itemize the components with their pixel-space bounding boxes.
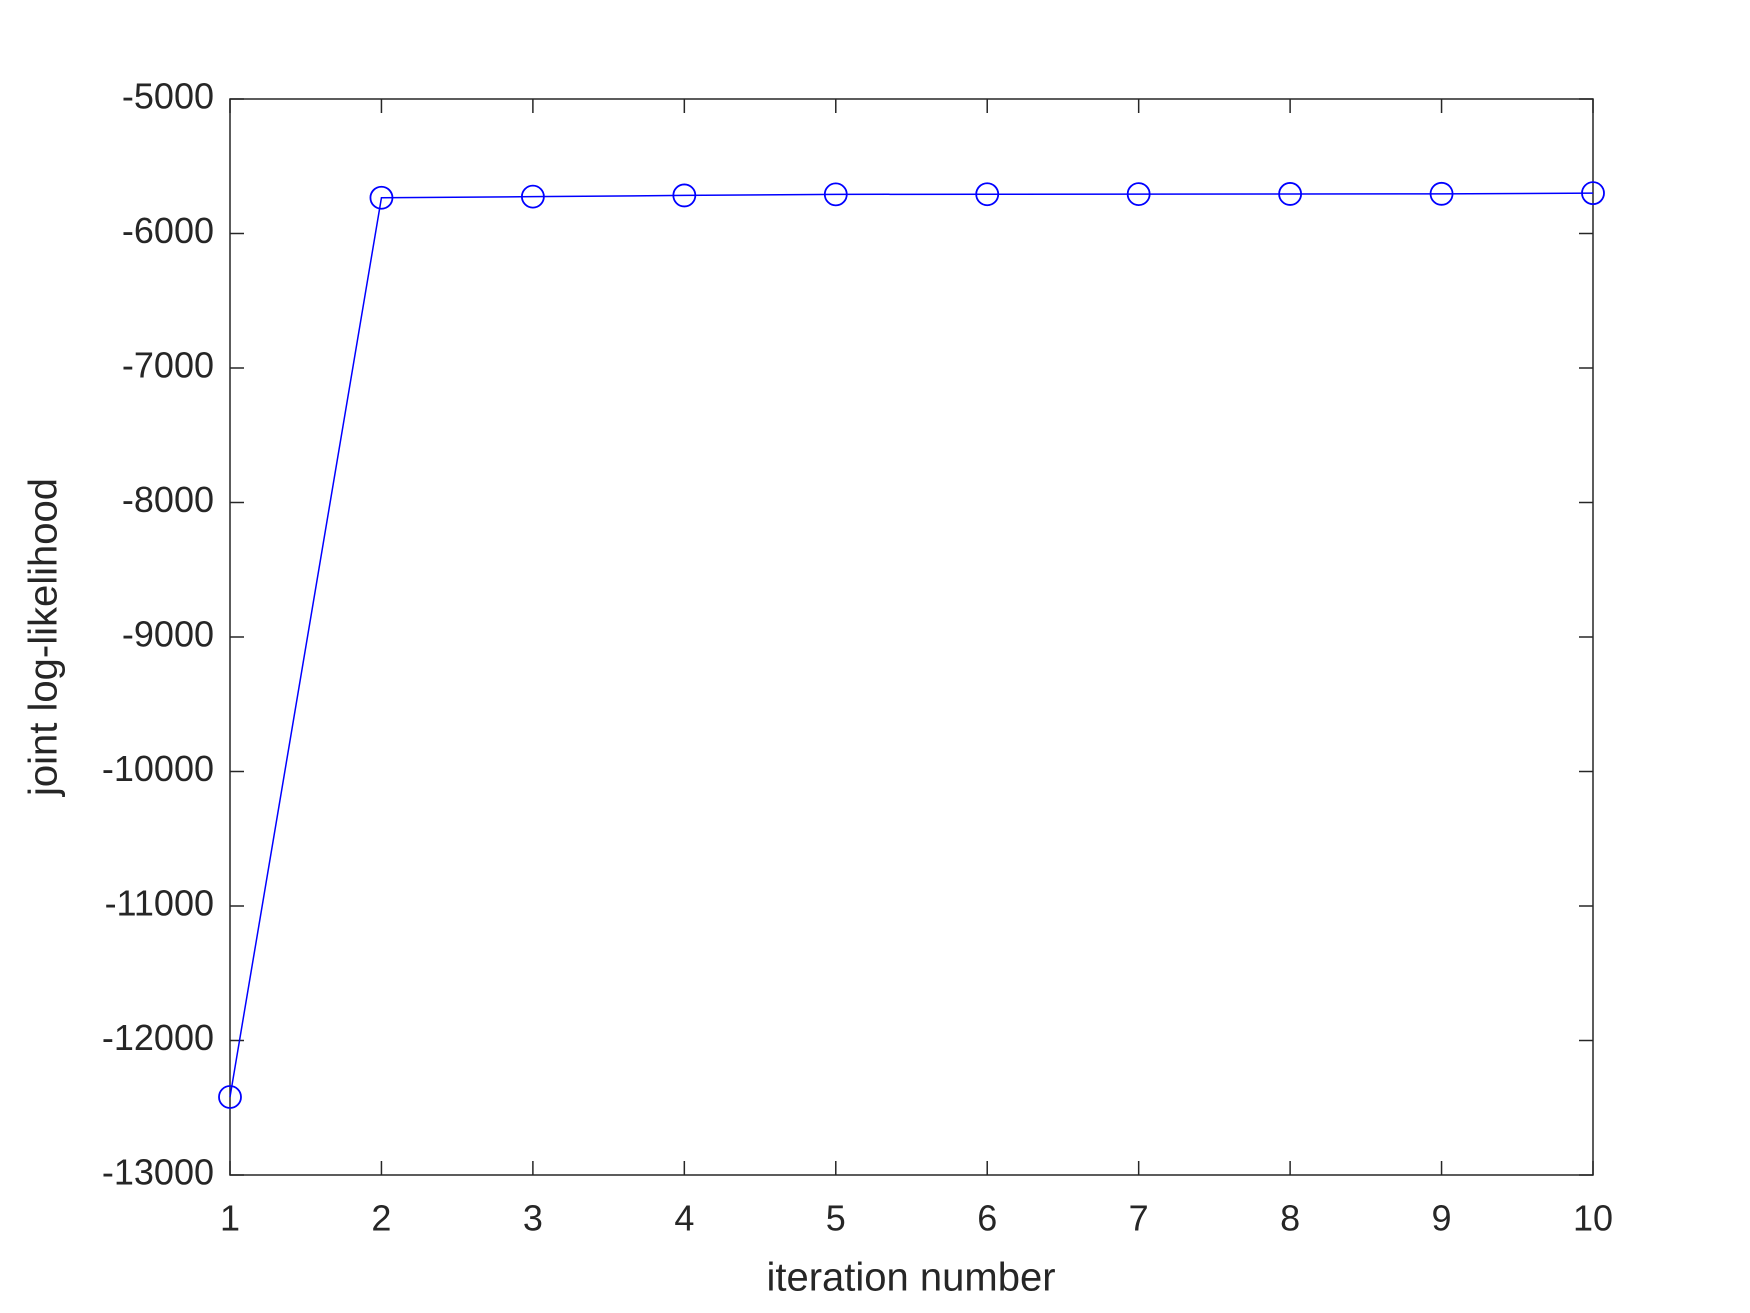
x-tick-label: 2 [371, 1198, 391, 1239]
plot-area [229, 98, 1594, 1176]
y-tick-label: -9000 [122, 614, 214, 655]
line [229, 192, 1594, 1098]
x-tick-label: 6 [977, 1198, 997, 1239]
y-tick-label: -11000 [105, 883, 214, 924]
marker [1581, 181, 1605, 206]
x-tick-label: 1 [220, 1198, 240, 1239]
marker [672, 183, 697, 208]
y-tick-label: -7000 [122, 345, 214, 386]
y-tick-label: -12000 [102, 1017, 214, 1058]
y-axis-label: joint log-likelihood [22, 478, 66, 797]
marker [975, 182, 1000, 207]
x-tick-label: 5 [826, 1198, 846, 1239]
x-tick-label: 4 [674, 1198, 694, 1239]
y-tick-label: -6000 [122, 210, 214, 251]
marker [369, 185, 394, 210]
x-tick-label: 9 [1432, 1198, 1452, 1239]
y-tick-label: -10000 [102, 748, 214, 789]
y-tick-label: -8000 [122, 479, 214, 520]
x-axis-label: iteration number [766, 1256, 1055, 1300]
x-tick-label: 7 [1129, 1198, 1149, 1239]
x-tick-label: 3 [523, 1198, 543, 1239]
marker [1429, 181, 1454, 206]
marker [218, 1085, 242, 1109]
marker [1278, 182, 1303, 206]
y-tick-label: -13000 [102, 1152, 214, 1193]
marker [823, 182, 848, 207]
y-tick-label: -5000 [122, 76, 214, 117]
marker [1126, 182, 1151, 206]
marker [520, 184, 545, 209]
x-tick-label: 8 [1280, 1198, 1300, 1239]
x-tick-label: 10 [1573, 1198, 1613, 1239]
